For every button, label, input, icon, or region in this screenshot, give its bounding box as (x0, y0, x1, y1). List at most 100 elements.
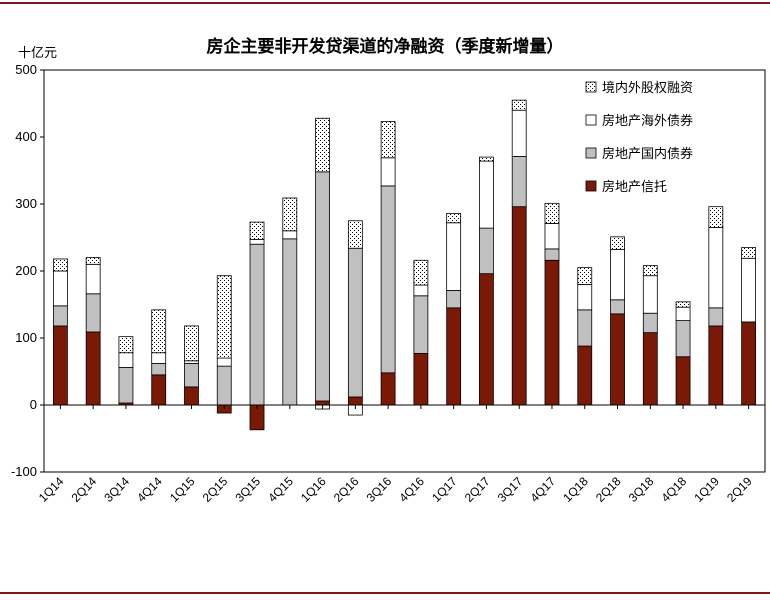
bar-segment (216, 275, 232, 359)
x-tick-label: 4Q16 (396, 474, 427, 505)
y-tick-label: 200 (15, 263, 37, 278)
bar-segment (577, 309, 593, 347)
bar-segment (610, 299, 625, 315)
bar-segment (380, 372, 396, 406)
bar-segment (118, 336, 134, 354)
legend-swatch (585, 114, 597, 126)
bar-segment (184, 325, 199, 362)
bar-segment (708, 325, 724, 406)
bar-segment (151, 352, 167, 364)
x-tick-label: 3Q17 (495, 474, 526, 505)
x-tick-label: 1Q17 (429, 474, 460, 505)
bar-segment (249, 239, 265, 245)
bar-segment (446, 212, 462, 224)
bar-segment (315, 400, 330, 406)
x-tick-label: 4Q17 (527, 474, 558, 505)
bar-segment (642, 332, 658, 406)
x-tick-label: 3Q14 (101, 474, 132, 505)
bar-segment (52, 305, 68, 327)
bar-segment (479, 156, 494, 162)
x-tick-label: 3Q18 (626, 474, 657, 505)
x-tick-label: 3Q15 (232, 474, 263, 505)
legend-swatch (585, 147, 597, 159)
bar-segment (347, 247, 363, 398)
bar-segment (380, 121, 396, 159)
top-rule (0, 2, 770, 4)
bar-segment (380, 157, 396, 187)
bar-segment (511, 109, 527, 157)
bar-segment (741, 247, 757, 259)
bar-segment (184, 360, 199, 364)
y-tick-label: 500 (15, 62, 37, 77)
x-tick-label: 1Q16 (298, 474, 329, 505)
x-tick-label: 1Q18 (560, 474, 591, 505)
bar-segment (151, 374, 167, 406)
bar-segment (413, 295, 429, 354)
x-tick-label: 2Q19 (724, 474, 755, 505)
legend-label: 房地产海外债券 (602, 113, 693, 129)
bar-segment (282, 197, 298, 232)
x-tick-label: 1Q15 (167, 474, 198, 505)
bar-segment (577, 345, 593, 406)
bar-segment (741, 321, 757, 406)
bar-segment (52, 270, 68, 307)
y-axis-unit-label: 十亿元 (18, 46, 58, 61)
bar-segment (675, 320, 691, 358)
x-tick-label: 1Q19 (691, 474, 722, 505)
bar-segment (216, 357, 232, 367)
bar-segment (85, 257, 101, 265)
x-tick-label: 3Q16 (364, 474, 395, 505)
bar-segment (413, 353, 429, 406)
bar-segment (544, 259, 560, 406)
bar-segment (446, 290, 462, 309)
bar-segment (282, 230, 298, 240)
bar-segment (577, 283, 593, 311)
bar-segment (282, 238, 298, 406)
bar-segment (511, 206, 527, 406)
bar-segment (479, 227, 494, 275)
bar-segment (446, 222, 462, 291)
bar-segment (184, 386, 199, 406)
x-tick-label: 2Q17 (462, 474, 493, 505)
legend-label: 房地产信托 (602, 179, 667, 195)
bar-segment (347, 220, 363, 249)
legend-swatch (585, 81, 597, 93)
x-tick-label: 4Q15 (265, 474, 296, 505)
bar-segment (413, 259, 429, 286)
bar-segment (675, 306, 691, 321)
bar-segment (151, 363, 167, 376)
bar-segment (118, 367, 134, 404)
y-tick-label: 400 (15, 129, 37, 144)
y-tick-label: 0 (30, 397, 37, 412)
bar-segment (544, 202, 560, 224)
bar-segment (642, 312, 658, 334)
bar-segment (85, 331, 101, 406)
x-tick-label: 4Q18 (659, 474, 690, 505)
bar-segment (216, 365, 232, 406)
legend-label: 境内外股权融资 (602, 80, 693, 96)
bar-segment (577, 267, 593, 285)
bar-segment (52, 258, 68, 272)
bar-segment (315, 171, 330, 402)
y-tick-label: 100 (15, 330, 37, 345)
x-tick-label: 2Q18 (593, 474, 624, 505)
bar-segment (610, 313, 625, 406)
bar-segment (184, 363, 199, 388)
bar-segment (85, 293, 101, 333)
bar-segment (642, 265, 658, 277)
x-tick-label: 2Q15 (200, 474, 231, 505)
bar-segment (479, 273, 494, 406)
y-tick-label: 300 (15, 196, 37, 211)
chart-title: 房企主要非开发贷渠道的净融资（季度新增量） (206, 37, 564, 57)
bar-segment (85, 263, 101, 295)
bar-segment (511, 156, 527, 208)
bar-segment (741, 257, 757, 323)
bar-segment (708, 227, 724, 309)
x-tick-label: 2Q16 (331, 474, 362, 505)
legend-swatch (585, 180, 597, 192)
bar-segment (675, 356, 691, 406)
bar-segment (151, 309, 167, 354)
bar-segment (610, 236, 625, 250)
bar-segment (511, 99, 527, 111)
